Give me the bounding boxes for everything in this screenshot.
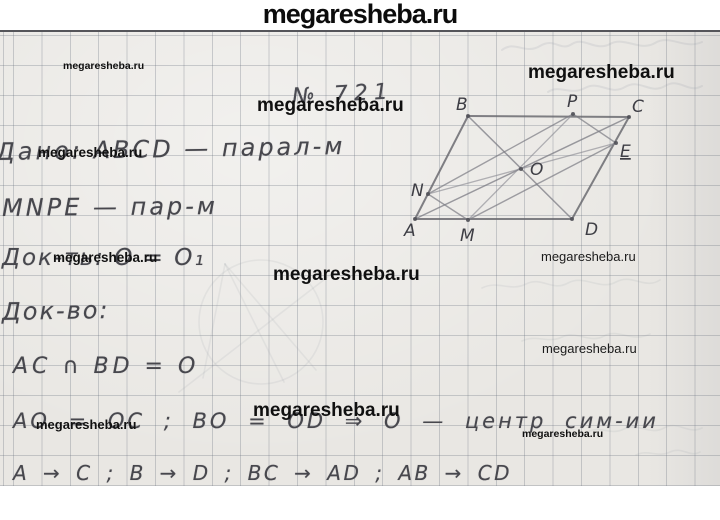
watermark: megaresheba.ru [257, 95, 404, 116]
proof-title: Док-во: [1, 296, 110, 326]
watermark: megaresheba.ru [253, 400, 400, 421]
proof-step-3: A → C ; B → D ; BC → AD ; AB → CD [13, 461, 513, 485]
watermark: megaresheba.ru [36, 417, 137, 432]
watermark: megaresheba.ru [53, 250, 158, 265]
site-title-header: megaresheba.ru [262, 0, 459, 29]
watermark: megaresheba.ru [273, 264, 420, 285]
proof-step-2: AO = OC ; BO = OD ⇒ O — центр сим-ии [13, 409, 659, 433]
proof-step-1: AC ∩ BD = O [13, 354, 200, 379]
scanned-notebook-sheet: № 721 Дано: ABCD — парал-м MNPE — пар-м … [0, 30, 720, 488]
header-band: megaresheba.ru [0, 0, 720, 30]
watermark: megaresheba.ru [541, 249, 636, 264]
watermark: megaresheba.ru [522, 428, 604, 440]
watermark: megaresheba.ru [63, 60, 145, 72]
watermark: megaresheba.ru [542, 341, 637, 356]
watermark: megaresheba.ru [38, 145, 143, 160]
prove-line: Док-ть: O = O₁ [2, 245, 206, 271]
footer-band: Мегарешеба.ру [0, 486, 720, 520]
given-line-2: MNPE — пар-м [1, 192, 219, 222]
watermark: megaresheba.ru [528, 62, 675, 83]
